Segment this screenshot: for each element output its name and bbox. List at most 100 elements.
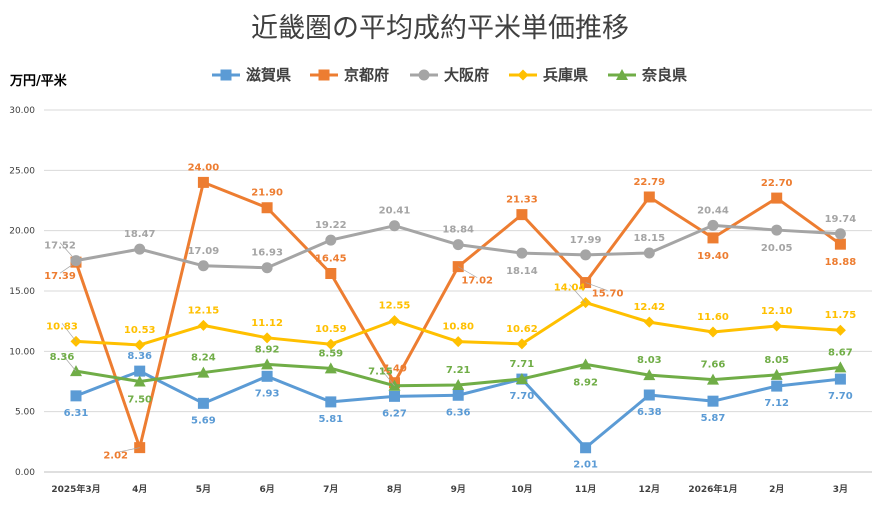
series-group [70, 176, 847, 454]
data-point-kyoto [643, 191, 655, 203]
x-tick-label: 11月 [575, 484, 597, 495]
legend-label: 京都府 [344, 66, 389, 84]
data-point-shiga [389, 390, 400, 402]
data-label: 7.71 [510, 359, 535, 370]
data-point-shiga [325, 396, 337, 408]
data-point-shiga [771, 380, 783, 392]
data-point-hyogo [452, 336, 464, 348]
data-label: 8.36 [50, 352, 75, 363]
x-tick-label: 2026年1月 [688, 483, 737, 495]
data-point-nara [579, 358, 592, 370]
data-label: 10.53 [124, 325, 156, 336]
label-leader-line [61, 323, 77, 342]
data-point-osaka [580, 249, 592, 261]
x-tick-label: 2月 [769, 484, 784, 495]
data-label: 5.69 [191, 415, 216, 426]
data-point-nara [707, 373, 719, 385]
data-label: 12.15 [188, 305, 220, 316]
y-tick-label: 30.00 [9, 106, 35, 116]
data-label: 5.81 [318, 414, 343, 425]
data-point-kyoto [707, 232, 719, 244]
data-point-shiga [134, 365, 146, 377]
data-labels: 6.31 8.36 5.69 7.93 5.81 6.27 6.36 7.70 2.01 6.38… [44, 162, 856, 470]
data-label: 7.66 [701, 360, 726, 371]
x-tick-label: 9月 [451, 484, 466, 495]
chart-title: 近畿圏の平均成約平米単価推移 [251, 13, 629, 44]
legend-label: 大阪府 [444, 66, 489, 84]
data-label: 12.55 [379, 301, 411, 312]
data-point-nara [452, 378, 465, 390]
data-label: 7.21 [446, 365, 471, 376]
data-point-kyoto [261, 202, 273, 214]
data-label: 17.02 [461, 276, 493, 287]
x-tick-label: 5月 [196, 484, 211, 495]
data-label: 7.15 [368, 367, 393, 378]
data-label: 8.92 [573, 377, 598, 388]
data-point-shiga [707, 395, 719, 407]
data-point-nara [770, 368, 783, 380]
data-point-osaka [834, 228, 846, 240]
data-label: 7.70 [828, 391, 853, 402]
data-label: 8.05 [764, 355, 789, 366]
data-point-shiga [452, 389, 464, 401]
data-label: 17.99 [570, 235, 602, 246]
data-point-kyoto [516, 209, 528, 221]
data-label: 8.24 [191, 353, 216, 364]
label-leader-line [61, 353, 77, 372]
data-point-osaka [771, 224, 783, 236]
data-point-shiga [70, 390, 82, 402]
data-label: 18.47 [124, 229, 156, 240]
data-label: 10.59 [315, 324, 347, 335]
data-label: 7.70 [510, 391, 535, 402]
data-point-kyoto [197, 176, 209, 188]
data-label: 8.36 [127, 351, 152, 362]
data-label: 11.75 [825, 310, 857, 321]
data-label: 20.05 [761, 243, 793, 254]
data-label: 5.87 [701, 413, 726, 424]
data-label: 6.31 [64, 408, 89, 419]
legend-label: 兵庫県 [543, 66, 588, 84]
legend-marker [616, 69, 628, 80]
data-label: 21.33 [506, 195, 538, 206]
data-point-hyogo [134, 339, 146, 351]
data-point-shiga [197, 397, 209, 409]
data-point-nara [515, 372, 528, 384]
x-tick-label: 7月 [323, 484, 338, 495]
y-tick-label: 15.00 [9, 287, 35, 297]
label-leader-line [585, 282, 608, 291]
label-leader-line [115, 447, 140, 453]
data-point-osaka [516, 247, 528, 259]
data-label: 8.67 [828, 347, 853, 358]
data-label: 10.80 [442, 322, 474, 333]
data-point-hyogo [516, 338, 528, 350]
data-label: 19.74 [825, 214, 857, 225]
data-label: 18.14 [506, 266, 538, 277]
data-label: 6.38 [637, 407, 662, 418]
data-point-nara [261, 358, 274, 370]
data-point-osaka [389, 220, 400, 232]
data-point-osaka [452, 239, 464, 251]
legend-marker [220, 69, 232, 81]
data-point-hyogo [389, 315, 400, 327]
label-leader-line [380, 368, 395, 386]
y-tick-label: 5.00 [15, 408, 35, 418]
data-label: 6.27 [382, 408, 407, 419]
data-label: 22.70 [761, 178, 793, 189]
y-tick-label: 0.00 [15, 468, 35, 478]
data-point-shiga [834, 373, 846, 385]
data-label: 8.03 [637, 355, 662, 366]
data-label: 17.09 [188, 246, 220, 257]
data-label: 11.12 [251, 318, 283, 329]
data-point-nara [834, 361, 847, 373]
label-leader-line [59, 261, 77, 274]
data-point-hyogo [325, 338, 337, 350]
label-leader-line [59, 242, 77, 261]
data-label: 7.12 [764, 398, 789, 409]
data-point-kyoto [834, 238, 846, 250]
data-point-hyogo [643, 316, 655, 328]
x-tick-label: 2025年3月 [51, 483, 100, 495]
data-label: 7.50 [127, 395, 152, 406]
x-tick-label: 10月 [511, 484, 533, 495]
data-label: 12.10 [761, 306, 793, 317]
